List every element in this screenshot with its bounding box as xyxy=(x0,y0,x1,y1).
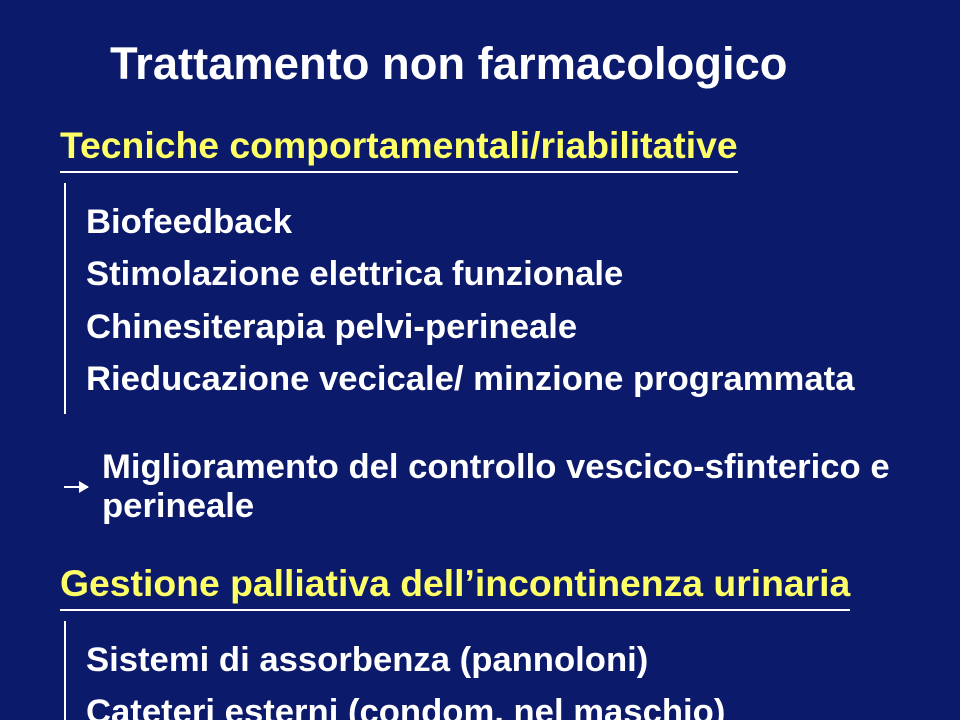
result-text: Miglioramento del controllo vescico-sfin… xyxy=(102,448,900,526)
slide-title: Trattamento non farmacologico xyxy=(110,38,900,90)
list-item: Stimolazione elettrica funzionale xyxy=(86,249,900,299)
section1-tree: Biofeedback Stimolazione elettrica funzi… xyxy=(64,183,900,414)
list-item: Chinesiterapia pelvi-perineale xyxy=(86,302,900,352)
arrow-right-icon xyxy=(64,486,88,488)
list-item: Cateteri esterni (condom, nel maschio) xyxy=(86,687,900,720)
section1-result: Miglioramento del controllo vescico-sfin… xyxy=(64,448,900,526)
list-item: Sistemi di assorbenza (pannoloni) xyxy=(86,635,900,685)
list-item: Rieducazione vecicale/ minzione programm… xyxy=(86,354,900,404)
section2-heading: Gestione palliativa dell’incontinenza ur… xyxy=(60,562,850,611)
section2-tree: Sistemi di assorbenza (pannoloni) Catete… xyxy=(64,621,900,720)
section1-heading: Tecniche comportamentali/riabilitative xyxy=(60,124,738,173)
list-item: Biofeedback xyxy=(86,197,900,247)
